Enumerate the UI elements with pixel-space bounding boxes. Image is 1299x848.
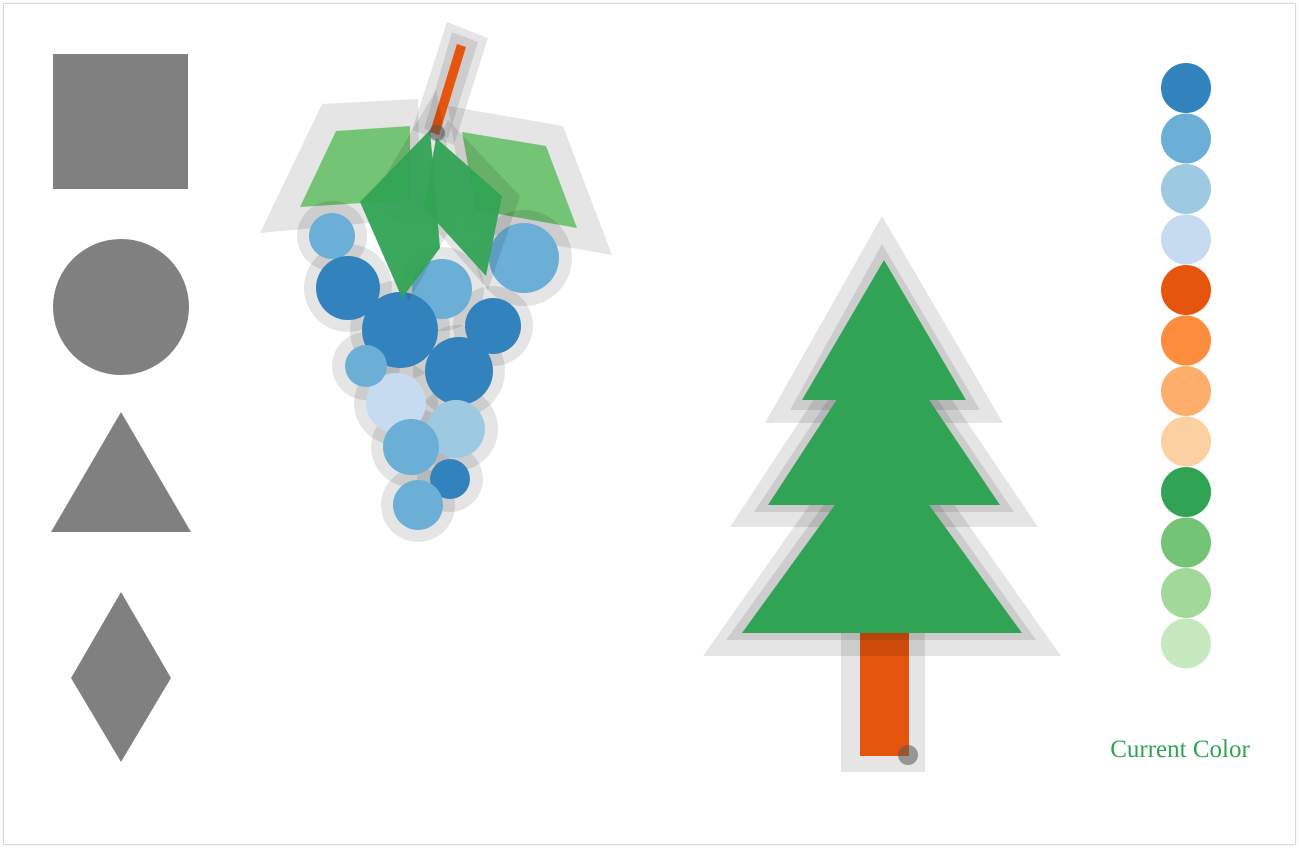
tree-drawing[interactable] [703, 216, 1061, 772]
grape-berry[interactable] [489, 223, 559, 293]
trunk-handle[interactable] [898, 745, 918, 765]
color-swatch-11[interactable] [1161, 568, 1211, 618]
grape-berry[interactable] [309, 213, 355, 259]
diamond-tool[interactable] [71, 592, 171, 762]
color-swatch-8[interactable] [1161, 416, 1211, 467]
current-color-label: Current Color [1110, 736, 1250, 763]
tree-tiers[interactable] [703, 216, 1061, 656]
tree-tier-bottom[interactable] [742, 440, 1022, 633]
tree-tier-middle[interactable] [768, 330, 1000, 505]
color-palette [1161, 63, 1211, 669]
stem-handle[interactable] [429, 125, 445, 141]
diamond-leaf-right[interactable] [424, 138, 502, 276]
grape-berry[interactable] [383, 419, 439, 475]
canvas-frame[interactable] [3, 3, 1296, 845]
grape-berry[interactable] [345, 345, 387, 387]
grape-berry[interactable] [465, 298, 521, 354]
grape-drawing[interactable] [260, 22, 612, 542]
color-swatch-3[interactable] [1161, 164, 1211, 214]
grape-diamond-leaves[interactable] [360, 90, 520, 302]
triangle-tool[interactable] [51, 412, 191, 532]
diamond-leaf-left[interactable] [360, 130, 440, 298]
grape-berry[interactable] [362, 292, 438, 368]
color-swatch-5[interactable] [1161, 265, 1211, 315]
grape-berry[interactable] [425, 337, 493, 405]
trunk-rect[interactable] [860, 624, 909, 756]
grape-berry[interactable] [427, 400, 485, 458]
grape-berry[interactable] [430, 459, 470, 499]
color-swatch-2[interactable] [1161, 113, 1211, 164]
color-swatch-7[interactable] [1161, 366, 1211, 416]
color-swatch-6[interactable] [1161, 315, 1211, 366]
color-swatch-4[interactable] [1161, 214, 1211, 265]
grape-berry[interactable] [393, 480, 443, 530]
shape-toolbar [51, 54, 191, 762]
grape-berry[interactable] [366, 373, 426, 433]
square-tool[interactable] [53, 54, 188, 189]
color-swatch-9[interactable] [1161, 467, 1211, 517]
circle-tool[interactable] [53, 239, 189, 375]
grape-berries[interactable] [297, 201, 572, 542]
grape-stem[interactable] [412, 22, 488, 145]
stem-rect[interactable] [430, 44, 466, 135]
color-swatch-10[interactable] [1161, 517, 1211, 568]
color-swatch-1[interactable] [1161, 63, 1211, 113]
tree-tier-top[interactable] [802, 260, 966, 400]
grape-berry[interactable] [316, 256, 380, 320]
color-swatch-12[interactable] [1161, 618, 1211, 669]
